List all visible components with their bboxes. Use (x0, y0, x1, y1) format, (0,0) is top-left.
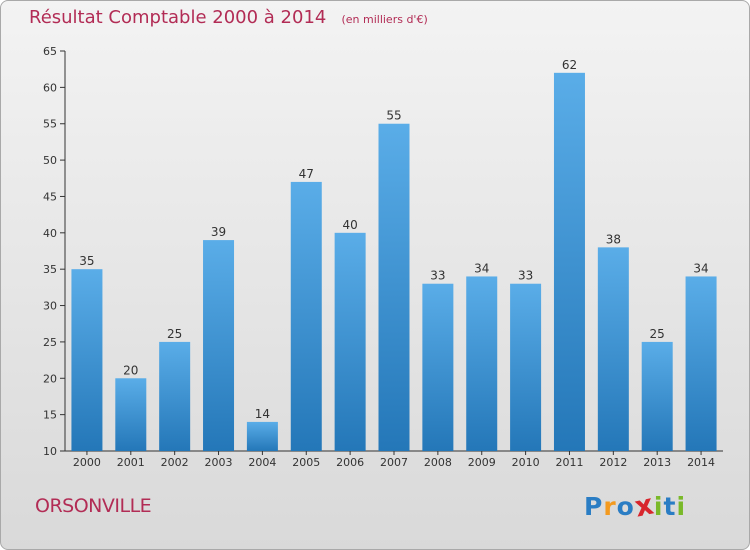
y-tick-label: 20 (43, 372, 57, 385)
data-label: 25 (167, 327, 182, 341)
x-tick-label: 2001 (117, 456, 145, 469)
y-tick-label: 40 (43, 227, 57, 240)
x-tick-label: 2011 (555, 456, 583, 469)
bar-2002 (159, 341, 191, 451)
logo-letter: i (676, 492, 687, 521)
x-tick-label: 2002 (161, 456, 189, 469)
y-tick-label: 60 (43, 81, 57, 94)
data-label: 20 (123, 363, 138, 377)
x-tick-label: 2004 (248, 456, 276, 469)
y-tick-label: 30 (43, 300, 57, 313)
data-label: 40 (342, 218, 357, 232)
x-tick-label: 2007 (380, 456, 408, 469)
chart-subtitle: (en milliers d'€) (341, 13, 428, 26)
y-tick-label: 25 (43, 336, 57, 349)
x-tick-label: 2009 (468, 456, 496, 469)
data-label: 39 (211, 225, 226, 239)
y-tick-label: 65 (43, 45, 57, 58)
data-label: 47 (299, 167, 314, 181)
title-row: Résultat Comptable 2000 à 2014 (en milli… (29, 7, 428, 28)
bar-2014 (685, 276, 717, 451)
bar-2001 (115, 378, 147, 451)
x-tick-label: 2006 (336, 456, 364, 469)
logo-letter: P (584, 492, 604, 521)
bars (71, 72, 717, 452)
y-axis: 10 15 20 25 30 35 40 45 50 55 60 65 (43, 45, 66, 458)
y-tick-label: 55 (43, 118, 57, 131)
proxiti-logo: Proxiti (584, 487, 687, 523)
x-tick-label: 2010 (512, 456, 540, 469)
data-label: 25 (650, 327, 665, 341)
bar-2000 (71, 269, 103, 451)
data-label: 55 (386, 109, 401, 123)
bar-2004 (246, 421, 278, 451)
data-label: 33 (518, 269, 533, 283)
logo-letter: o (616, 492, 635, 521)
logo-letter: i (653, 492, 664, 521)
x-tick-label: 2003 (205, 456, 233, 469)
data-label: 34 (693, 261, 708, 275)
logo-letter: r (603, 492, 617, 521)
x-tick-label: 2014 (687, 456, 715, 469)
chart-title: Résultat Comptable 2000 à 2014 (29, 7, 327, 28)
y-tick-label: 10 (43, 445, 57, 458)
bar-2005 (290, 181, 322, 451)
x-tick-label: 2005 (292, 456, 320, 469)
data-label: 38 (606, 232, 621, 246)
data-labels: 35 20 25 39 14 47 40 55 33 34 33 62 38 25 34 (79, 58, 708, 421)
data-label: 33 (430, 269, 445, 283)
bar-2007 (378, 123, 410, 452)
x-tick-label: 2008 (424, 456, 452, 469)
y-tick-label: 15 (43, 409, 57, 422)
x-axis: 2000 2001 2002 2003 2004 2005 2006 2007 2008 2009… (65, 450, 723, 469)
data-label: 35 (79, 254, 94, 268)
x-tick-label: 2000 (73, 456, 101, 469)
bar-2008 (422, 283, 454, 451)
data-label: 62 (562, 58, 577, 72)
bar-2003 (203, 240, 235, 451)
bar-2011 (553, 72, 585, 452)
x-tick-label: 2012 (599, 456, 627, 469)
logo-letter: t (663, 492, 677, 521)
bar-2010 (510, 283, 542, 451)
bar-2009 (466, 276, 498, 451)
bar-2006 (334, 232, 366, 451)
y-tick-label: 45 (43, 190, 57, 203)
x-tick-label: 2013 (643, 456, 671, 469)
data-label: 14 (255, 407, 270, 421)
data-label: 34 (474, 261, 489, 275)
bar-2012 (597, 247, 629, 451)
town-name: ORSONVILLE (35, 495, 152, 517)
y-tick-label: 50 (43, 154, 57, 167)
bar-2013 (641, 341, 673, 451)
y-tick-label: 35 (43, 263, 57, 276)
